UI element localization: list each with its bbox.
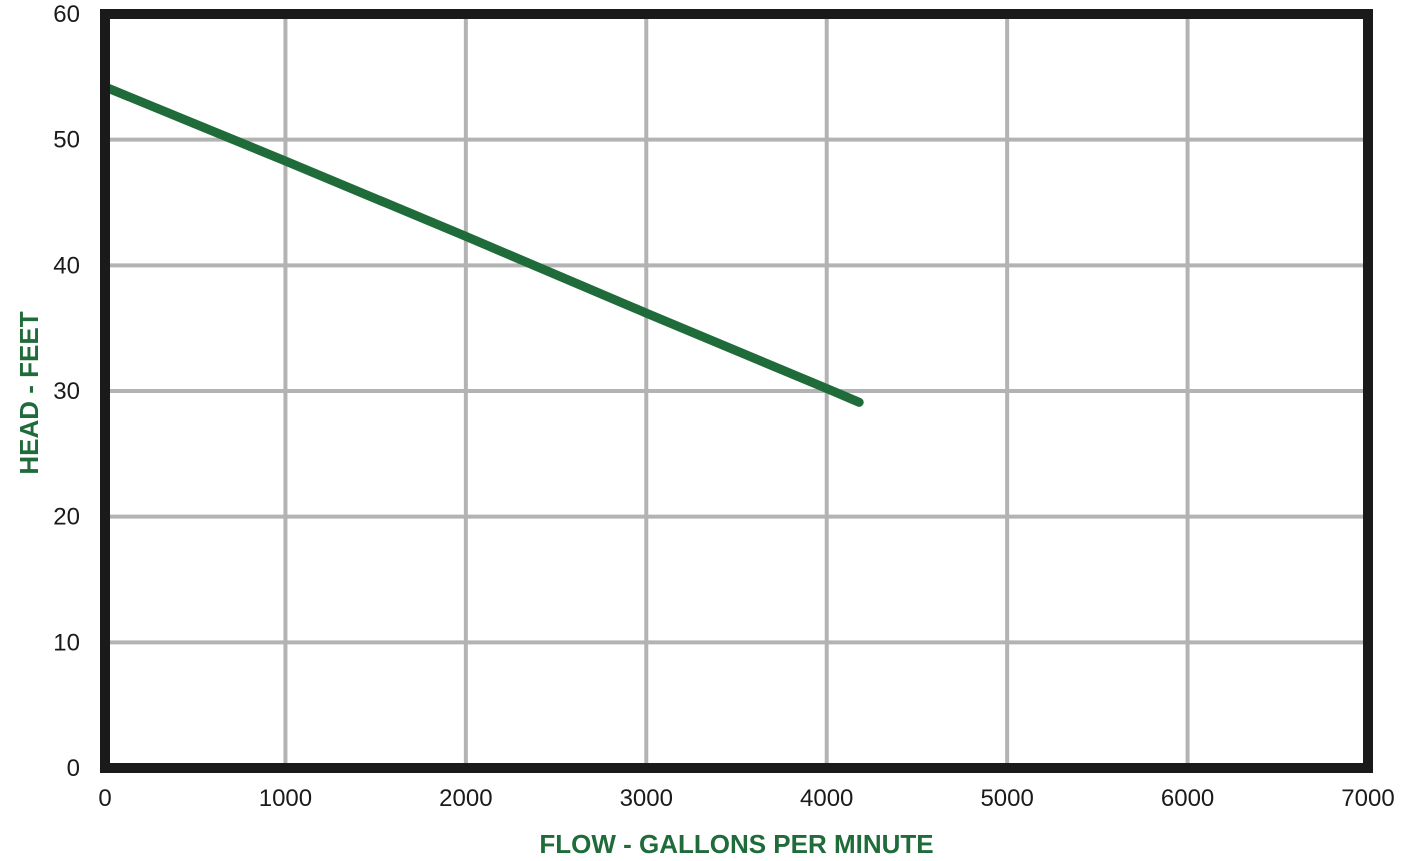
y-tick-label: 0 xyxy=(67,755,80,782)
data-point xyxy=(465,235,467,237)
x-tick-label: 1000 xyxy=(259,785,312,812)
x-tick-label: 6000 xyxy=(1161,785,1214,812)
x-tick-label: 7000 xyxy=(1341,785,1394,812)
grid xyxy=(105,14,1368,768)
x-tick-label: 0 xyxy=(98,785,111,812)
y-tick-label: 30 xyxy=(53,378,80,405)
y-tick-label: 10 xyxy=(53,629,80,656)
series-layer xyxy=(100,82,864,407)
x-tick-labels: 0 1000 2000 3000 4000 5000 6000 7000 xyxy=(98,785,1394,812)
data-point xyxy=(645,312,647,314)
x-axis-title: FLOW - GALLONS PER MINUTE xyxy=(539,829,933,859)
x-tick-label: 5000 xyxy=(980,785,1033,812)
y-axis-title: HEAD - FEET xyxy=(14,311,44,474)
y-tick-labels: 0 10 20 30 40 50 60 xyxy=(53,1,80,782)
plot-frame xyxy=(100,9,1373,773)
x-tick-label: 2000 xyxy=(439,785,492,812)
data-point xyxy=(826,387,828,389)
y-tick-label: 50 xyxy=(53,127,80,154)
series-line-1 xyxy=(100,82,864,407)
data-point xyxy=(858,401,860,403)
data-point xyxy=(284,160,286,162)
y-tick-label: 60 xyxy=(53,1,80,28)
x-tick-label: 3000 xyxy=(620,785,673,812)
y-tick-label: 20 xyxy=(53,504,80,531)
x-tick-label: 4000 xyxy=(800,785,853,812)
y-tick-label: 40 xyxy=(53,252,80,279)
